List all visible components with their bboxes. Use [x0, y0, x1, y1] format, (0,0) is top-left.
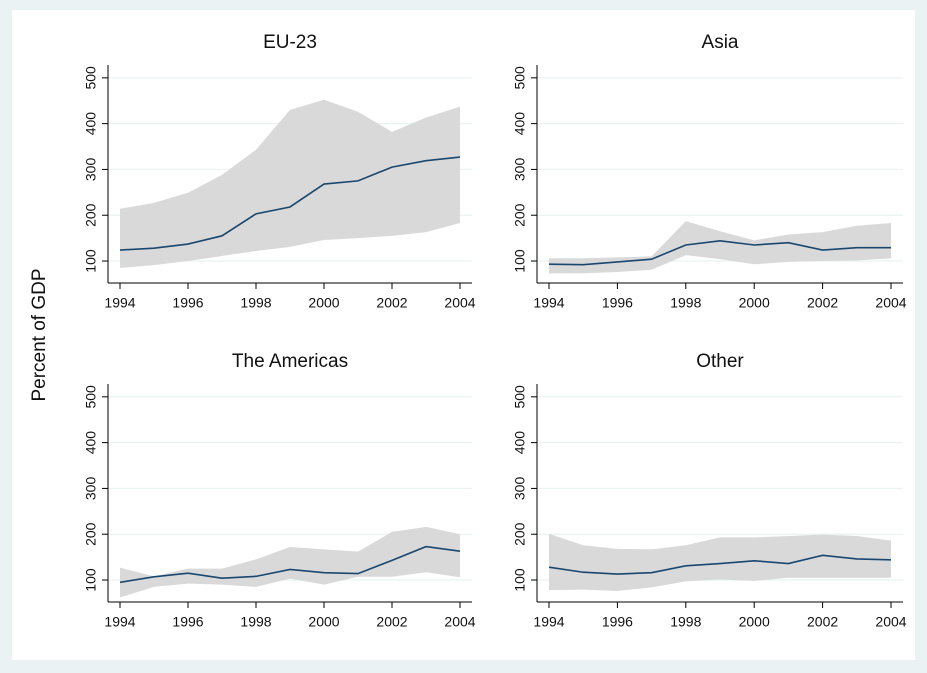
x-tick-label: 1994 [533, 295, 564, 311]
x-tick-label: 2004 [875, 295, 906, 311]
y-tick-label: 400 [512, 112, 528, 136]
x-tick-label: 1996 [602, 295, 633, 311]
data-line [548, 554, 892, 575]
y-tick-label: 300 [83, 477, 99, 501]
y-tick-label: 500 [512, 66, 528, 90]
x-tick-label: 2000 [739, 295, 770, 311]
y-tick-label: 400 [512, 431, 528, 455]
panel-title: EU-23 [263, 32, 317, 53]
x-tick-label: 1998 [670, 614, 701, 630]
confidence-band [120, 526, 460, 598]
y-tick-label: 500 [83, 66, 99, 90]
y-tick-label: 300 [512, 158, 528, 182]
x-tick-label: 2002 [376, 614, 407, 630]
x-tick-label: 1998 [670, 295, 701, 311]
y-tick-label: 400 [83, 431, 99, 455]
x-tick-label: 2002 [376, 295, 407, 311]
x-tick-label: 1994 [104, 614, 135, 630]
y-tick-label: 200 [83, 203, 99, 227]
x-tick-label: 2002 [807, 614, 838, 630]
y-tick-label: 500 [512, 385, 528, 409]
confidence-band [549, 533, 891, 592]
confidence-band [120, 99, 460, 268]
panel-title: Other [696, 351, 744, 372]
y-tick-label: 300 [83, 158, 99, 182]
y-tick-label: 400 [83, 112, 99, 136]
x-tick-label: 2004 [444, 614, 475, 630]
x-tick-label: 1994 [104, 295, 135, 311]
panel-title: Asia [702, 32, 739, 53]
x-tick-label: 2000 [308, 614, 339, 630]
y-tick-label: 100 [83, 249, 99, 273]
data-line [548, 240, 891, 266]
y-axis-label: Percent of GDP [29, 268, 50, 401]
x-tick-label: 1996 [172, 614, 203, 630]
x-tick-label: 2000 [308, 295, 339, 311]
x-tick-label: 1996 [172, 295, 203, 311]
x-tick-label: 1998 [240, 295, 271, 311]
y-tick-label: 300 [512, 477, 528, 501]
y-tick-label: 200 [83, 522, 99, 546]
x-tick-label: 2004 [444, 295, 475, 311]
y-tick-label: 200 [512, 203, 528, 227]
panel-title: The Americas [232, 351, 348, 372]
data-line [119, 156, 461, 251]
x-tick-label: 1996 [602, 614, 633, 630]
data-line [119, 545, 461, 584]
y-tick-label: 100 [512, 249, 528, 273]
x-tick-label: 2000 [739, 614, 770, 630]
y-tick-label: 100 [83, 568, 99, 592]
y-tick-label: 100 [512, 568, 528, 592]
x-tick-label: 2004 [875, 614, 906, 630]
x-tick-label: 2002 [807, 295, 838, 311]
y-tick-label: 500 [83, 385, 99, 409]
y-tick-label: 200 [512, 522, 528, 546]
x-tick-label: 1998 [240, 614, 271, 630]
x-tick-label: 1994 [533, 614, 564, 630]
